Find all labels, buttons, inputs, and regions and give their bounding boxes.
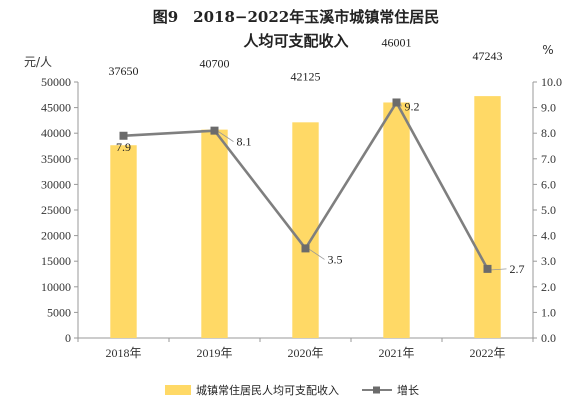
legend: 城镇常住居民人均可支配收入 增长 (165, 383, 419, 397)
right-axis-tick-label: 2.0 (541, 280, 556, 294)
legend-bar-swatch (165, 385, 191, 395)
bar-data-label: 40700 (200, 57, 230, 71)
bar-data-label: 47243 (473, 49, 503, 63)
x-axis-tick-label: 2019年 (196, 346, 232, 360)
bar (110, 145, 137, 338)
left-axis-tick-label: 50000 (41, 75, 71, 89)
left-axis-tick-label: 5000 (47, 305, 71, 319)
left-axis-tick-label: 0 (65, 331, 71, 345)
left-axis-tick-label: 35000 (41, 152, 71, 166)
bar (201, 129, 228, 338)
left-axis-tick-label: 20000 (41, 229, 71, 243)
left-axis-tick-label: 25000 (41, 203, 71, 217)
bar (383, 102, 410, 338)
left-axis-tick-label: 15000 (41, 254, 71, 268)
bar-data-label: 37650 (109, 64, 139, 78)
growth-marker (483, 264, 492, 273)
plot-area: 0 5000 10000 15000 20000 25000 30000 35000 40000… (41, 35, 562, 360)
chart-title-line1: 图9 2018−2022年玉溪市城镇常住居民 (153, 8, 440, 26)
x-axis-tick-label: 2018年 (105, 346, 141, 360)
x-axis-tick-label: 2022年 (469, 346, 505, 360)
growth-marker (210, 126, 219, 135)
right-axis-tick-label: 3.0 (541, 254, 556, 268)
bar-data-label: 42125 (291, 69, 321, 83)
growth-label-leader (309, 249, 325, 260)
growth-marker (392, 98, 401, 107)
growth-data-label: 8.1 (237, 135, 252, 149)
growth-label-leader (400, 103, 402, 107)
chart-title-line2: 人均可支配收入 (243, 32, 348, 50)
right-axis-tick-label: 7.0 (541, 152, 556, 166)
growth-label-leader (218, 131, 234, 142)
x-axis-tick-label: 2020年 (287, 346, 323, 360)
bar-data-label: 46001 (382, 35, 412, 49)
growth-data-label: 7.9 (116, 140, 131, 154)
x-axis-tick-label: 2021年 (378, 346, 414, 360)
legend-line-label: 增长 (397, 383, 419, 397)
growth-marker (119, 131, 128, 140)
right-axis-tick-label: 5.0 (541, 203, 556, 217)
right-axis-tick-label: 0.0 (541, 331, 556, 345)
left-axis-tick-label: 10000 (41, 280, 71, 294)
bar (292, 122, 319, 338)
left-axis-tick-label: 45000 (41, 101, 71, 115)
legend-line-marker (373, 386, 380, 394)
right-axis-tick-label: 9.0 (541, 101, 556, 115)
growth-data-label: 2.7 (510, 262, 525, 276)
growth-data-label: 9.2 (405, 99, 420, 113)
bar (474, 96, 501, 338)
left-axis-unit: 元/人 (24, 55, 52, 69)
left-axis-tick-label: 40000 (41, 126, 71, 140)
right-axis-unit: % (542, 43, 553, 57)
legend-bar-label: 城镇常住居民人均可支配收入 (196, 383, 339, 397)
right-axis-tick-label: 4.0 (541, 229, 556, 243)
growth-data-label: 3.5 (328, 252, 343, 266)
growth-marker (301, 244, 310, 253)
right-axis-tick-label: 6.0 (541, 177, 556, 191)
left-axis-tick-label: 30000 (41, 177, 71, 191)
right-axis-tick-label: 1.0 (541, 305, 556, 319)
right-axis-tick-label: 10.0 (541, 75, 562, 89)
right-axis-tick-label: 8.0 (541, 126, 556, 140)
growth-label-leader (491, 268, 507, 271)
